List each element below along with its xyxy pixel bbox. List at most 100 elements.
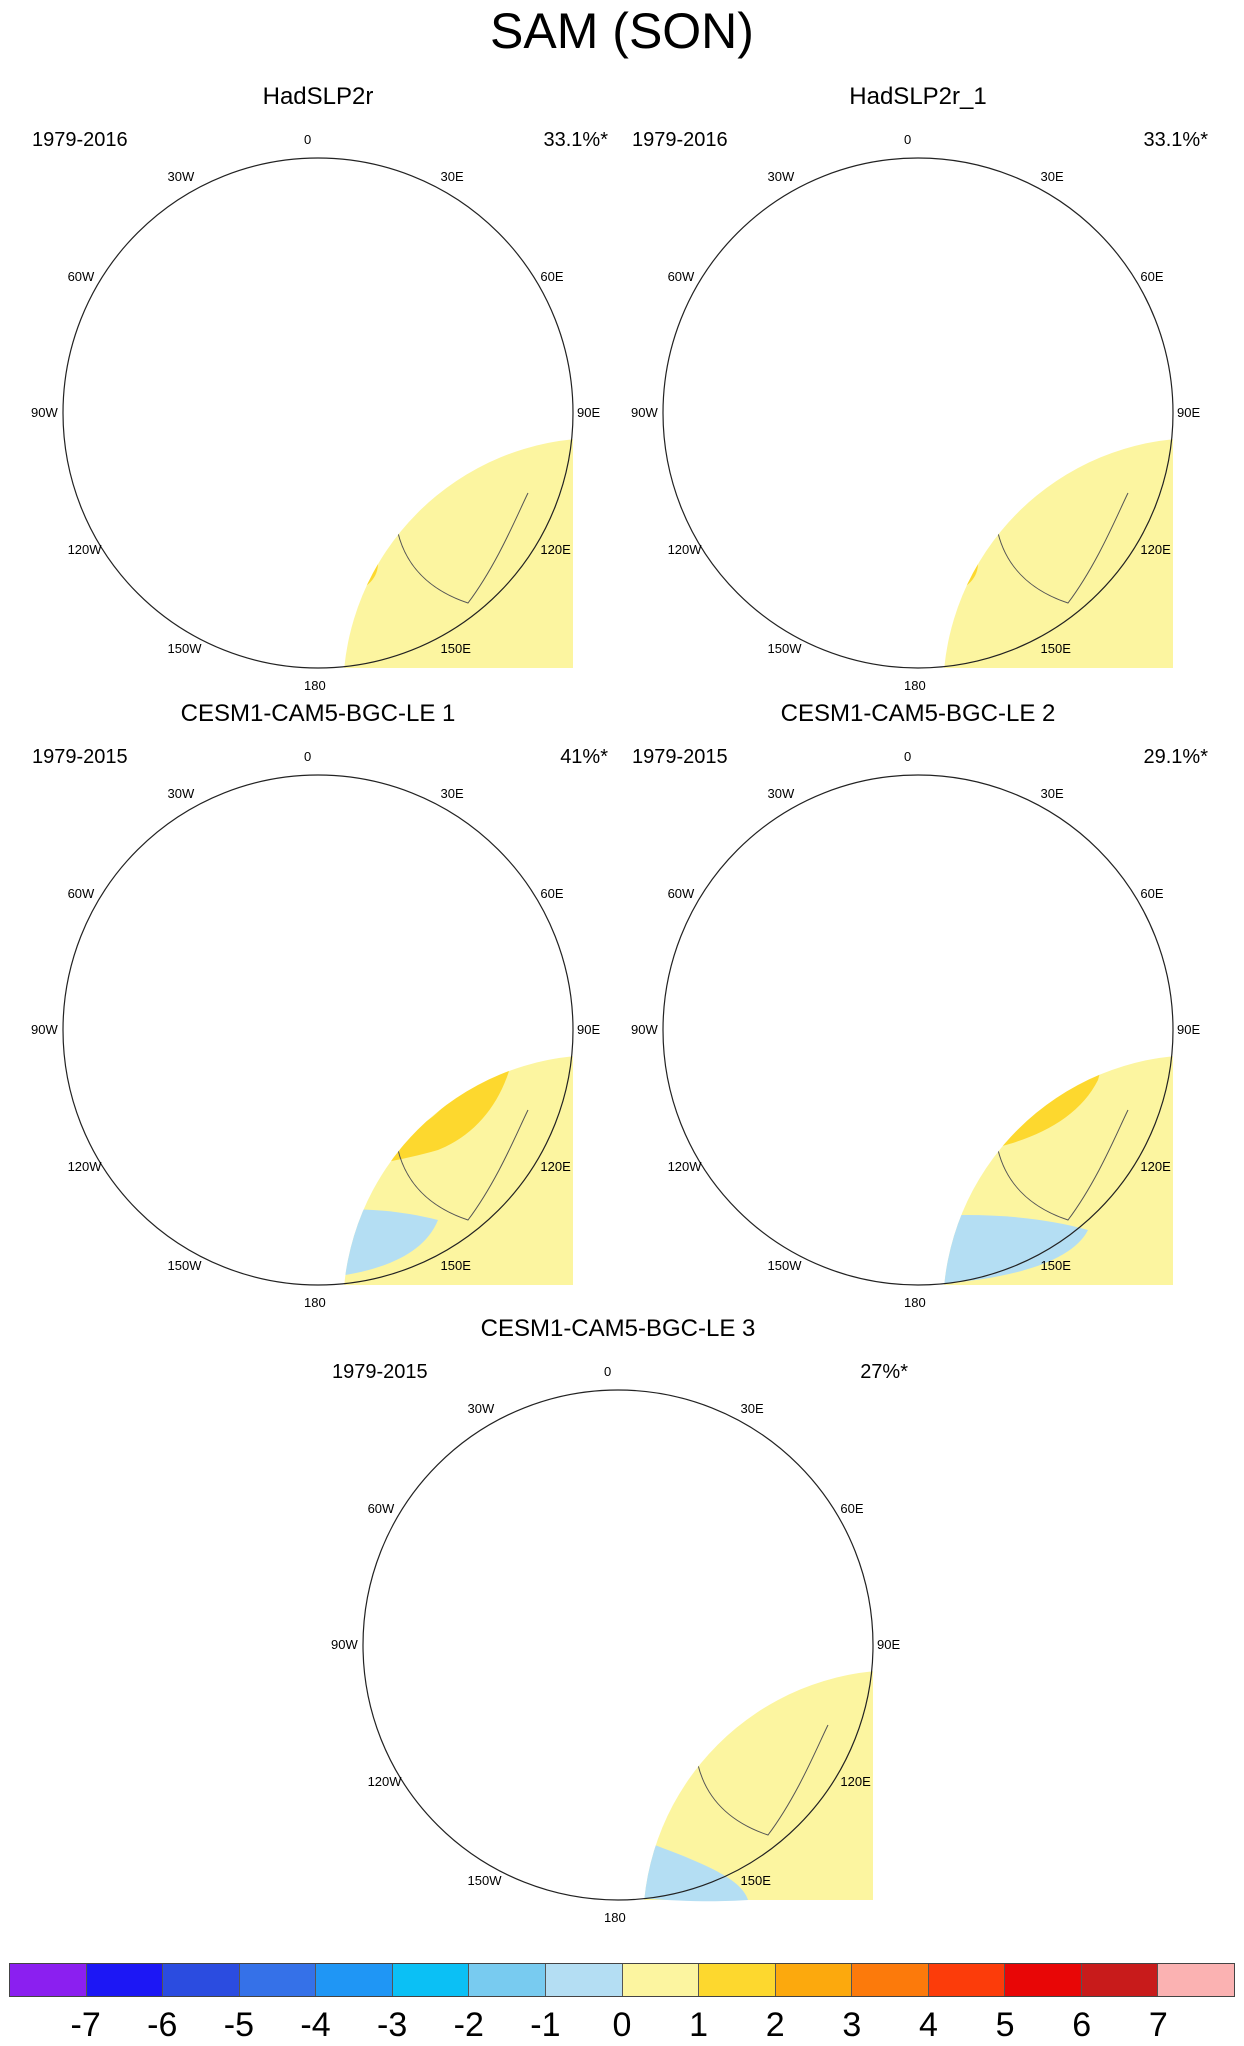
colorbar-swatch: [775, 1964, 853, 1996]
polar-map: [62, 157, 574, 669]
longitude-label: 90W: [31, 1022, 58, 1037]
longitude-label: 60W: [67, 885, 95, 901]
panel-title: CESM1-CAM5-BGC-LE 1: [180, 700, 456, 727]
anomaly-contour: [88, 1047, 101, 1086]
anomaly-contour: [343, 1055, 518, 1177]
longitude-label: 60W: [67, 268, 95, 284]
longitude-label: 60W: [667, 885, 695, 901]
longitude-label: 120W: [67, 541, 102, 557]
longitude-label: 150W: [767, 641, 802, 657]
panel-years: 1979-2016: [632, 129, 728, 151]
anomaly-contour: [943, 438, 1055, 543]
colorbar-tick-label: 1: [689, 2006, 709, 2044]
panel-title: HadSLP2r_1: [849, 83, 987, 110]
colorbar-swatch: [1081, 1964, 1159, 1996]
map-panel: CESM1-CAM5-BGC-LE 2 1979-2015 29.1%* 0 30E 60…: [631, 700, 1208, 1310]
anomaly-contour: [343, 1055, 392, 1140]
colorbar-tick-label: -1: [530, 2006, 561, 2044]
colorbar-swatch: [392, 1964, 470, 1996]
longitude-label: 60E: [540, 268, 564, 284]
anomaly-contour: [343, 438, 420, 509]
longitude-label: 60E: [840, 1500, 864, 1516]
anomaly-contour: [83, 317, 108, 331]
panel-years: 1979-2015: [632, 746, 728, 768]
longitude-label: 120W: [67, 1158, 102, 1174]
colorbar-swatch: [1005, 1964, 1082, 1996]
anomaly-contour: [418, 191, 548, 236]
anomaly-contour: [343, 438, 398, 488]
antarctica-coastline: [343, 438, 387, 477]
anomaly-contour: [659, 1472, 793, 1530]
anomaly-contour: [343, 1055, 382, 1116]
longitude-label: 150E: [1040, 641, 1071, 657]
colorbar-tick-label: 7: [1148, 2006, 1168, 2044]
colorbar-tick-label: -3: [377, 2006, 408, 2044]
longitude-label: 120E: [540, 1158, 571, 1174]
longitude-label: 180: [904, 1295, 926, 1310]
longitude-label: 30W: [467, 1400, 495, 1416]
panel-variance: 33.1%*: [1143, 129, 1209, 151]
antarctica-coastline: [943, 438, 987, 477]
colorbar-tick-label: 3: [842, 2006, 862, 2044]
map-panel: HadSLP2r_1 1979-2016 33.1%* 0 30E 60E 90E 120E 1…: [631, 83, 1208, 693]
anomaly-contour: [236, 1118, 290, 1137]
anomaly-contour: [338, 775, 438, 854]
anomaly-contour: [943, 1055, 992, 1111]
antarctica-coastline: [643, 1670, 687, 1709]
longitude-label: 180: [904, 678, 926, 693]
colorbar-swatch: [622, 1964, 700, 1996]
anomaly-contour: [943, 1215, 1088, 1285]
longitude-label: 0: [304, 749, 312, 764]
anomaly-contour: [208, 1005, 258, 1060]
longitude-label: 60W: [667, 268, 695, 284]
anomaly-contour: [643, 1725, 748, 1902]
colorbar-swatch: [1158, 1964, 1234, 1996]
longitude-label: 180: [304, 678, 326, 693]
longitude-label: 120E: [1140, 1158, 1171, 1174]
anomaly-contour: [414, 438, 450, 447]
colorbar-tick-label: -5: [223, 2006, 254, 2044]
anomaly-contour: [475, 1624, 517, 1676]
anomaly-contour: [343, 548, 378, 608]
anomaly-contour: [818, 990, 892, 1060]
longitude-label: 150E: [440, 641, 471, 657]
panel-title: CESM1-CAM5-BGC-LE 3: [480, 1315, 756, 1342]
anomaly-contour: [943, 438, 998, 488]
anomaly-contour: [412, 1055, 469, 1074]
map-panel: HadSLP2r 1979-2016 33.1%* 0 30E 60E 90E 120E 150…: [31, 83, 608, 693]
colorbar-swatch: [699, 1964, 776, 1996]
anomaly-contour: [837, 290, 870, 317]
longitude-label: 120E: [1140, 541, 1171, 557]
panel-title: HadSLP2r: [262, 83, 374, 110]
panel-years: 1979-2015: [332, 1361, 428, 1383]
colorbar-tick-label: -6: [147, 2006, 178, 2044]
anomaly-contour: [198, 970, 332, 1076]
longitude-label: 120E: [540, 541, 571, 557]
longitude-label: 60E: [1140, 885, 1164, 901]
antarctica-coastline: [343, 1055, 387, 1094]
longitude-label: 150W: [167, 1258, 202, 1274]
colorbar-swatch: [10, 1964, 87, 1996]
anomaly-contour: [943, 1055, 973, 1091]
figure-title: SAM (SON): [490, 3, 754, 59]
anomaly-contour: [328, 388, 363, 413]
longitude-label: 120W: [367, 1773, 402, 1789]
anomaly-contour: [447, 1595, 539, 1700]
longitude-label: 30W: [167, 785, 195, 801]
longitude-label: 150W: [167, 641, 202, 657]
anomaly-contour: [468, 1571, 504, 1592]
longitude-label: 30E: [1040, 785, 1064, 801]
longitude-label: 30W: [167, 168, 195, 184]
longitude-label: 150E: [440, 1258, 471, 1274]
longitude-label: 30W: [767, 785, 795, 801]
longitude-label: 180: [304, 1295, 326, 1310]
polar-map: [62, 774, 574, 1286]
panel-years: 1979-2015: [32, 746, 128, 768]
longitude-label: 0: [304, 132, 312, 147]
colorbar-swatch: [163, 1964, 240, 1996]
polar-map: [362, 1389, 874, 1902]
longitude-label: 60W: [367, 1500, 395, 1516]
longitude-label: 90E: [1177, 1022, 1201, 1037]
colorbar-tick-label: 2: [765, 2006, 785, 2044]
longitude-label: 120E: [840, 1773, 871, 1789]
